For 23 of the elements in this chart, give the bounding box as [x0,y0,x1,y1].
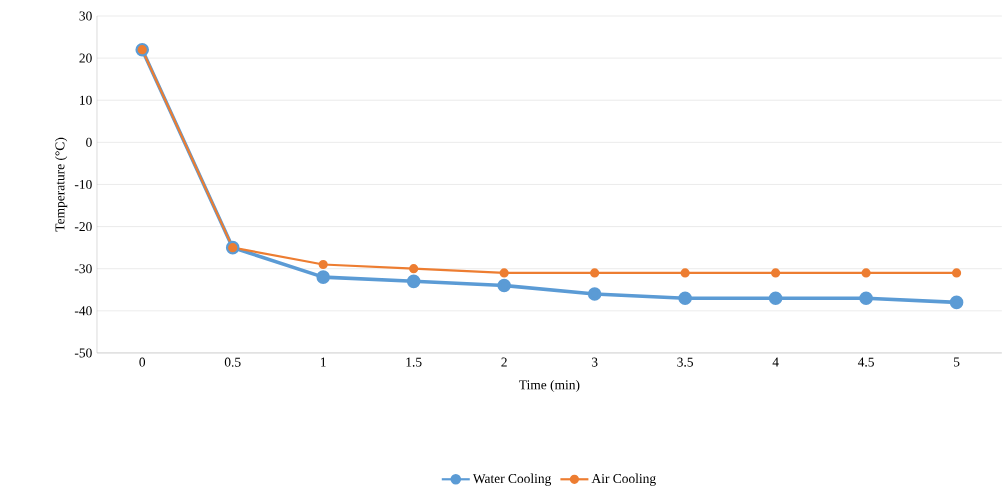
x-axis-title: Time (min) [519,379,580,393]
y-tick-label: -20 [74,222,92,232]
y-axis-title: Temperature (°C) [55,137,68,232]
legend-label: Water Cooling [472,473,552,486]
x-tick-label: 4 [772,357,779,367]
x-tick-label: 0 [139,357,146,367]
x-tick-label: 3.5 [677,357,694,367]
y-tick-label: -50 [74,348,92,358]
x-tick-label: 5 [953,357,960,367]
y-tick-label: 10 [80,95,92,105]
y-tick-label: 20 [79,53,92,63]
x-tick-label: 1 [321,357,326,367]
x-tick-label: 2 [501,357,507,367]
y-tick-label: 30 [79,11,92,21]
x-tick-label: 3 [591,357,598,367]
y-tick-label: -40 [74,306,92,316]
y-tick-label: 0 [86,137,92,147]
x-tick-label: 4.5 [857,357,874,367]
y-tick-label: -10 [74,179,92,190]
y-tick-label: -30 [74,264,92,274]
x-tick-label: 0.5 [224,357,241,367]
legend-label: Air Cooling [591,473,656,486]
x-tick-label: 1.5 [406,357,422,367]
